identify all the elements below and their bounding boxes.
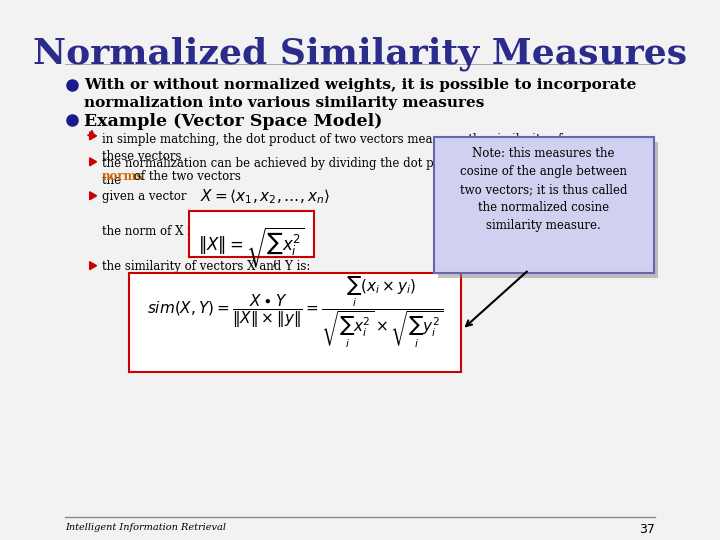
Text: Intelligent Information Retrieval: Intelligent Information Retrieval — [66, 523, 226, 532]
Text: 37: 37 — [639, 523, 654, 536]
Text: norms: norms — [102, 170, 143, 183]
Text: $\|X\| = \sqrt{\sum_i x_i^2}$: $\|X\| = \sqrt{\sum_i x_i^2}$ — [198, 225, 305, 269]
Polygon shape — [90, 132, 96, 140]
Text: Normalized Similarity Measures: Normalized Similarity Measures — [33, 37, 687, 71]
Text: the norm of X is:: the norm of X is: — [102, 225, 201, 238]
Polygon shape — [90, 262, 96, 269]
FancyBboxPatch shape — [129, 273, 462, 372]
Text: $X = \langle x_1, x_2, \ldots, x_n \rangle$: $X = \langle x_1, x_2, \ldots, x_n \rang… — [199, 188, 330, 206]
Text: in simple matching, the dot product of two vectors measures the similarity of
th: in simple matching, the dot product of t… — [102, 133, 562, 163]
FancyBboxPatch shape — [433, 137, 654, 273]
Text: of the two vectors: of the two vectors — [130, 170, 241, 183]
Text: Note: this measures the
cosine of the angle between
two vectors; it is thus call: Note: this measures the cosine of the an… — [460, 147, 627, 232]
FancyBboxPatch shape — [438, 142, 658, 278]
Text: $sim(X,Y) = \dfrac{X \bullet Y}{\|X\| \times \|y\|} = \dfrac{\sum_i (x_i \times : $sim(X,Y) = \dfrac{X \bullet Y}{\|X\| \t… — [147, 275, 444, 350]
Text: With or without normalized weights, it is possible to incorporate
normalization : With or without normalized weights, it i… — [84, 78, 636, 110]
Text: the similarity of vectors X and Y is:: the similarity of vectors X and Y is: — [102, 260, 310, 273]
Polygon shape — [90, 158, 96, 166]
Text: the normalization can be achieved by dividing the dot product by the product of
: the normalization can be achieved by div… — [102, 157, 579, 187]
Text: Example (Vector Space Model): Example (Vector Space Model) — [84, 113, 383, 130]
Polygon shape — [90, 192, 96, 200]
FancyBboxPatch shape — [189, 211, 314, 256]
Text: given a vector: given a vector — [102, 190, 186, 202]
